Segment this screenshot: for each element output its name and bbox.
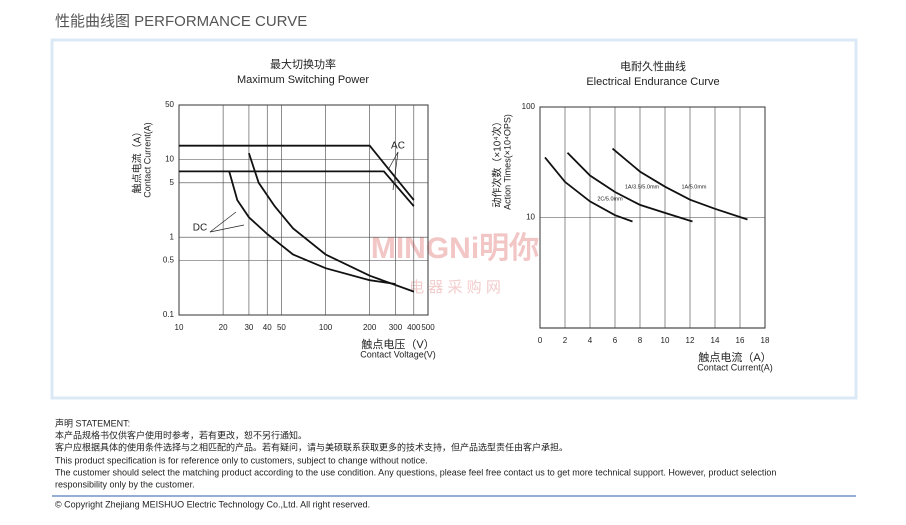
chart-panel: [50, 38, 858, 400]
x-axis-label: 触点电压（V）: [361, 337, 434, 351]
y-tick-label: 5: [170, 178, 175, 187]
y-tick-label: 100: [522, 102, 536, 111]
series-line: [228, 171, 396, 285]
y-axis-label: 触点电流（A）: [131, 127, 144, 194]
statement-line: This product specification is for refere…: [55, 455, 428, 465]
watermark: MINGNi明你: [371, 232, 539, 265]
series-line: [179, 170, 415, 207]
statement-line: responsibility only by the customer.: [55, 479, 195, 489]
x-tick-label: 50: [277, 323, 286, 332]
series-line: [248, 152, 415, 293]
chart-subtitle: Maximum Switching Power: [237, 74, 369, 86]
series-line: [611, 147, 748, 221]
x-tick-label: 30: [244, 323, 253, 332]
statement-line: 本产品规格书仅供客户使用时参考，若有更改，恕不另行通知。: [55, 429, 307, 440]
annotation-pointer: [209, 224, 245, 233]
x-axis-label-en: Contact Voltage(V): [360, 349, 436, 359]
x-tick-label: 100: [319, 323, 333, 332]
x-tick-label: 0: [538, 336, 543, 345]
y-tick-label: 50: [165, 100, 174, 109]
x-tick-label: 40: [263, 323, 272, 332]
annotation: AC: [391, 141, 405, 152]
series-label: 1A/5.0mm: [681, 184, 706, 190]
x-tick-label: 10: [175, 323, 184, 332]
x-tick-label: 18: [761, 336, 770, 345]
x-tick-label: 10: [661, 336, 670, 345]
y-axis-label: 动作次数（×10⁴次）: [491, 116, 504, 207]
x-tick-label: 2: [563, 336, 568, 345]
x-tick-label: 16: [736, 336, 745, 345]
y-tick-label: 0.1: [163, 310, 175, 319]
x-tick-label: 6: [613, 336, 618, 345]
x-tick-label: 4: [588, 336, 593, 345]
statement-line: The customer should select the matching …: [55, 467, 776, 477]
annotation-pointer: [392, 151, 399, 191]
series-label: 2C/5.0mm: [597, 196, 623, 202]
statement-heading: 声明 STATEMENT:: [55, 417, 130, 428]
y-axis-label-en: Contact Current(A): [142, 122, 152, 198]
chart-title: 电耐久性曲线: [620, 59, 686, 73]
x-tick-label: 500: [421, 323, 435, 332]
x-tick-label: 20: [219, 323, 228, 332]
y-tick-label: 0.5: [163, 256, 175, 265]
series-line: [544, 156, 633, 223]
watermark-site: 电 器 采 购 网: [409, 279, 501, 296]
x-tick-label: 12: [686, 336, 695, 345]
series-label: 1A/3.5/5.0mm: [625, 184, 660, 190]
page-title: 性能曲线图 PERFORMANCE CURVE: [55, 13, 307, 30]
chart-subtitle: Electrical Endurance Curve: [586, 76, 719, 88]
y-tick-label: 10: [165, 154, 174, 163]
annotation-pointer: [209, 211, 237, 233]
y-axis-label-en: Action Times(×10⁴OPS): [502, 114, 512, 210]
x-axis-label-en: Contact Current(A): [697, 362, 773, 372]
x-tick-label: 8: [638, 336, 643, 345]
statement-line: 客户应根据具体的使用条件选择与之相匹配的产品。若有疑问，请与美硕联系获取更多的技…: [55, 441, 568, 452]
x-tick-label: 200: [363, 323, 377, 332]
series-line: [179, 144, 415, 201]
series-line: [566, 152, 693, 223]
y-tick-label: 10: [526, 213, 535, 222]
annotation-pointer: [387, 151, 399, 171]
annotation: DC: [193, 223, 207, 234]
x-tick-label: 300: [389, 323, 403, 332]
x-axis-label: 触点电流（A）: [698, 350, 771, 364]
chart-title: 最大切换功率: [270, 57, 336, 71]
x-tick-label: 400: [407, 323, 421, 332]
y-tick-label: 1: [170, 232, 175, 241]
x-tick-label: 14: [711, 336, 720, 345]
copyright: © Copyright Zhejiang MEISHUO Electric Te…: [55, 499, 370, 509]
